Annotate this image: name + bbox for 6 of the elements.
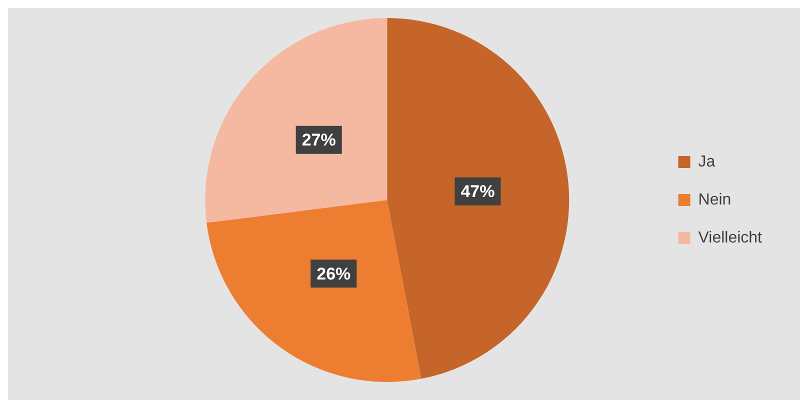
- legend-label: Ja: [698, 153, 716, 170]
- data-label: 27%: [302, 130, 336, 150]
- data-label: 26%: [316, 264, 351, 284]
- data-label: 47%: [460, 182, 495, 202]
- legend-label: Nein: [698, 191, 732, 208]
- legend-label: Vielleicht: [698, 229, 763, 246]
